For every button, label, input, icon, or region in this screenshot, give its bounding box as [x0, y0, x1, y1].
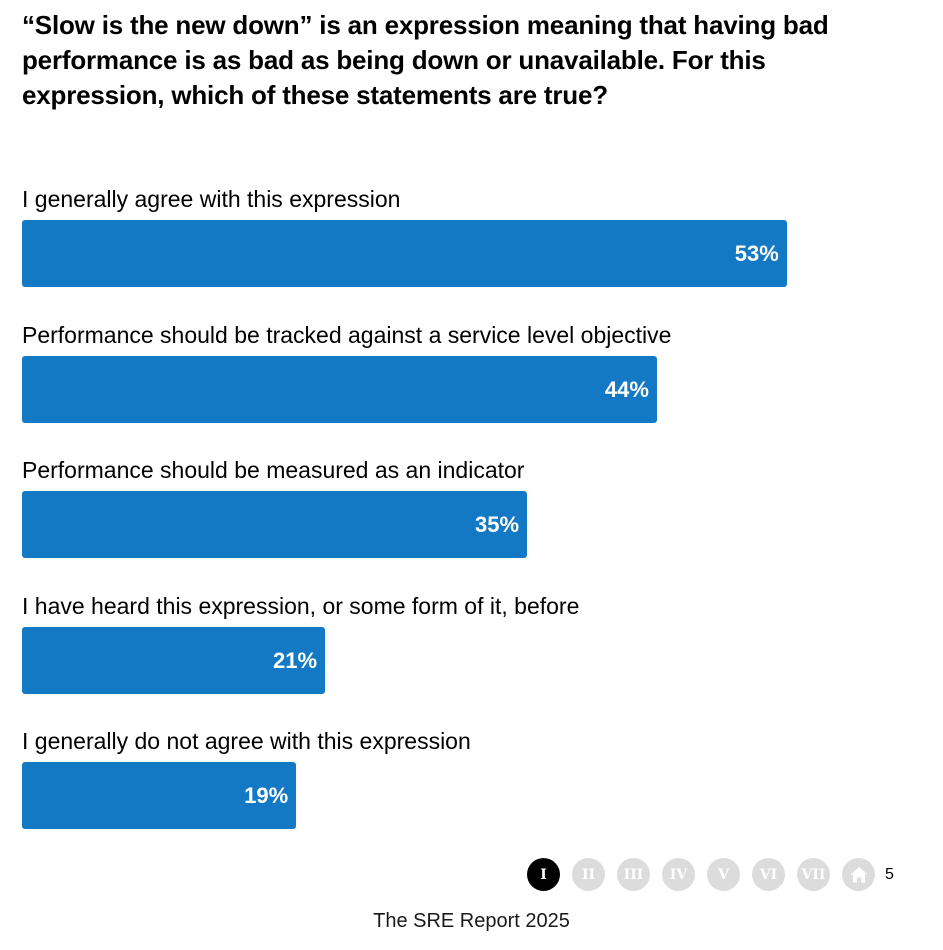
bar-value-label: 53% [734, 241, 779, 266]
nav-chapter-3[interactable]: III [617, 858, 650, 891]
chapter-navigation: I II III IV V VI VII 5 [527, 858, 894, 891]
bar-label: Performance should be measured as an ind… [22, 457, 525, 483]
bar-label: Performance should be tracked against a … [22, 321, 672, 348]
bar-value-label: 19% [244, 783, 289, 808]
footer-report-title: The SRE Report 2025 [373, 910, 570, 932]
bar-value-label: 35% [475, 512, 520, 537]
bar: 19% [22, 762, 297, 829]
bar-label: I have heard this expression, or some fo… [22, 592, 580, 619]
page-number: 5 [885, 866, 894, 883]
bar: 44% [22, 355, 657, 423]
nav-chapter-2[interactable]: II [572, 858, 605, 891]
nav-chapter-7[interactable]: VII [797, 858, 830, 891]
bar: 35% [22, 491, 528, 558]
bar: 53% [22, 220, 787, 287]
nav-chapter-5[interactable]: V [707, 858, 740, 891]
bar-label: I generally agree with this expression [22, 186, 401, 212]
home-icon [850, 866, 867, 882]
nav-chapter-4[interactable]: IV [662, 858, 695, 891]
home-button[interactable] [842, 858, 875, 891]
nav-chapter-6[interactable]: VI [752, 858, 785, 891]
nav-chapter-1[interactable]: I [527, 858, 560, 891]
question-title: “Slow is the new down” is an expression … [22, 10, 829, 110]
bar-chart: I generally agree with this expression 53… [22, 186, 787, 829]
bar: 21% [22, 626, 326, 694]
bar-value-label: 21% [272, 647, 318, 673]
bar-label: I generally do not agree with this expre… [22, 728, 471, 754]
bar-value-label: 44% [604, 376, 649, 402]
